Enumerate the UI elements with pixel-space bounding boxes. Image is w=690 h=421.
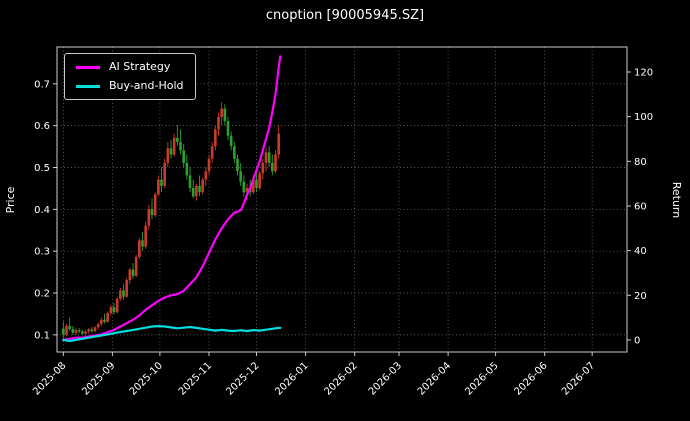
x-tick-label: 2026-05 [463,360,500,397]
price-tick-label: 0.1 [34,330,50,341]
x-tick-label: 2025-08 [31,360,68,397]
price-tick-label: 0.2 [34,289,50,300]
x-tick-label: 2025-09 [80,360,117,397]
buy-and-hold-line [62,325,282,343]
price-tick-label: 0.4 [34,205,50,216]
return-tick-label: 120 [634,68,653,79]
legend-item-ai-strategy: AI Strategy [76,60,184,73]
return-tick-label: 60 [634,201,647,212]
legend-label-ai-strategy: AI Strategy [109,60,171,73]
y-axis-label-left: Price [4,186,17,213]
return-tick-label: 20 [634,291,647,302]
x-tick-label: 2026-02 [322,360,359,397]
x-tick-label: 2026-01 [273,360,310,397]
x-tick-label: 2026-06 [512,360,549,397]
ai-strategy-line-swatch [76,65,100,69]
price-tick-label: 0.5 [34,163,50,174]
price-tick-label: 0.7 [34,79,50,90]
price-tick-label: 0.6 [34,121,50,132]
return-tick-label: 40 [634,246,647,257]
legend-label-buy-and-hold: Buy-and-Hold [109,79,184,93]
legend-item-buy-and-hold: Buy-and-Hold [76,79,184,93]
chart-title: cnoption [90005945.SZ] [265,8,425,23]
ai-strategy-line [62,55,282,341]
return-tick-label: 0 [634,335,640,346]
candlesticks [62,102,280,339]
return-tick-label: 100 [634,112,653,123]
buy-and-hold-line-swatch [76,84,100,88]
price-tick-label: 0.3 [34,247,50,258]
x-axis-ticks: 2025-08 2025-09 2025-10 2025-11 2025-12 2026-… [31,352,597,398]
y-axis-label-right: Return [670,182,683,219]
x-tick-label: 2026-03 [367,360,404,397]
x-tick-label: 2026-04 [416,360,453,397]
return-tick-label: 80 [634,157,647,168]
return-axis-ticks: 0 20 40 60 80 100 120 [627,68,653,346]
x-tick-label: 2025-12 [224,360,261,397]
x-tick-label: 2025-11 [177,360,214,397]
legend: AI Strategy Buy-and-Hold [64,53,196,101]
x-tick-label: 2026-07 [560,360,597,397]
plot-frame [56,46,628,353]
x-tick-label: 2025-10 [128,360,165,397]
price-axis-ticks: 0.1 0.2 0.3 0.4 0.5 0.6 0.7 [34,79,57,341]
